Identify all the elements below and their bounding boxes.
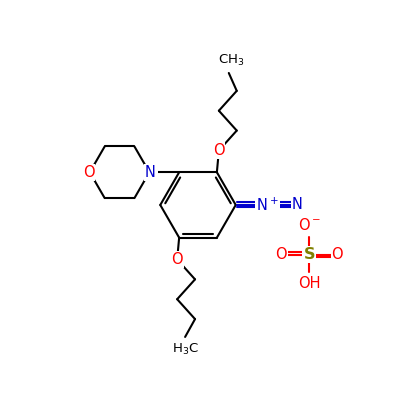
Text: N: N — [145, 165, 156, 180]
Text: N: N — [292, 198, 303, 212]
Text: O: O — [83, 165, 94, 180]
Text: O$^-$: O$^-$ — [298, 217, 321, 233]
Text: OH: OH — [298, 276, 320, 292]
Text: H$_3$C: H$_3$C — [172, 342, 198, 357]
Text: O: O — [331, 247, 343, 262]
Text: O: O — [276, 247, 287, 262]
Text: N$^+$: N$^+$ — [256, 196, 279, 214]
Text: O: O — [171, 252, 183, 267]
Text: CH$_3$: CH$_3$ — [218, 53, 244, 68]
Text: N: N — [146, 165, 157, 180]
Text: O: O — [213, 143, 225, 158]
Text: S: S — [304, 247, 315, 262]
